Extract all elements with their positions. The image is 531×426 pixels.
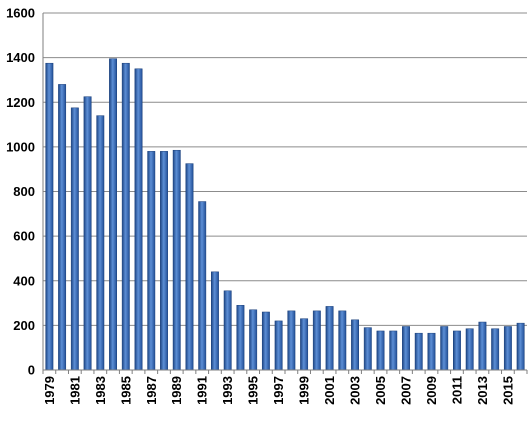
y-tick-label: 0 <box>28 363 35 378</box>
x-tick-label: 1979 <box>42 376 57 405</box>
bar-1992 <box>211 271 219 371</box>
x-tick-label: 1987 <box>144 376 159 405</box>
x-tick-label: 1985 <box>118 376 133 405</box>
x-tick-label: 1995 <box>246 376 261 405</box>
x-tick-label: 1999 <box>297 376 312 405</box>
bar-1984 <box>109 58 118 371</box>
x-tick-label: 2011 <box>449 376 464 404</box>
bar-1990 <box>185 163 194 371</box>
bar-1985 <box>121 62 130 371</box>
bar-1996 <box>261 311 270 371</box>
x-axis-ticks: 1979 1981 1983 1985 1987 1989 1991 1993 1995 1997… <box>42 376 516 405</box>
x-tick-label: 1997 <box>271 376 286 405</box>
bar-1987 <box>147 151 156 371</box>
y-tick-label: 1600 <box>6 6 35 21</box>
bar-1997 <box>274 320 283 371</box>
bar-1999 <box>300 318 309 371</box>
x-tick-label: 1993 <box>220 376 235 405</box>
axes <box>42 13 528 374</box>
bar-2006 <box>389 330 398 371</box>
bar-1998 <box>287 310 296 371</box>
bar-2007 <box>402 326 410 371</box>
bar-2016 <box>516 322 525 371</box>
bar-2000 <box>312 310 321 371</box>
bar-2015 <box>503 326 512 371</box>
y-tick-label: 1000 <box>6 139 35 154</box>
bar-2014 <box>491 328 500 371</box>
bar-2002 <box>338 310 347 371</box>
x-tick-label: 2003 <box>348 376 363 405</box>
bar-2011 <box>453 330 461 371</box>
y-axis-ticks: 0 200 400 600 800 1000 1200 1400 1600 <box>6 6 35 378</box>
bars <box>45 58 525 371</box>
bar-2008 <box>414 332 423 371</box>
x-tick-label: 2015 <box>500 376 515 405</box>
bar-1993 <box>223 290 232 371</box>
x-tick-label: 2001 <box>322 376 337 405</box>
x-tick-label: 2007 <box>399 376 414 405</box>
bar-2004 <box>363 327 372 371</box>
bar-1982 <box>83 96 92 371</box>
bar-2009 <box>427 332 436 371</box>
bar-1989 <box>172 149 181 371</box>
bar-2010 <box>440 326 449 371</box>
bar-1995 <box>249 309 258 371</box>
bar-1986 <box>134 68 143 371</box>
bar-2005 <box>376 330 385 371</box>
y-tick-label: 400 <box>13 273 35 288</box>
bar-2012 <box>465 328 474 371</box>
y-tick-label: 800 <box>13 184 35 199</box>
x-tick-label: 1989 <box>169 376 184 405</box>
x-tick-label: 2005 <box>373 376 388 405</box>
x-tick-label: 1981 <box>67 376 82 405</box>
y-tick-label: 600 <box>13 229 35 244</box>
bar-1988 <box>160 151 168 371</box>
x-tick-label: 1991 <box>195 376 210 405</box>
bar-1979 <box>45 62 54 371</box>
x-tick-label: 2013 <box>475 376 490 405</box>
y-tick-label: 1200 <box>6 95 35 110</box>
bar-2013 <box>478 321 487 371</box>
bar-2001 <box>325 306 334 371</box>
bar-2003 <box>351 319 359 371</box>
y-tick-label: 200 <box>13 318 35 333</box>
x-tick-label: 2009 <box>424 376 439 405</box>
bar-1994 <box>236 305 245 371</box>
bar-1980 <box>58 84 67 371</box>
bar-1991 <box>198 201 207 371</box>
x-tick-label: 1983 <box>93 376 108 405</box>
bar-1981 <box>70 107 79 371</box>
bar-1983 <box>96 115 105 371</box>
y-tick-label: 1400 <box>6 50 35 65</box>
